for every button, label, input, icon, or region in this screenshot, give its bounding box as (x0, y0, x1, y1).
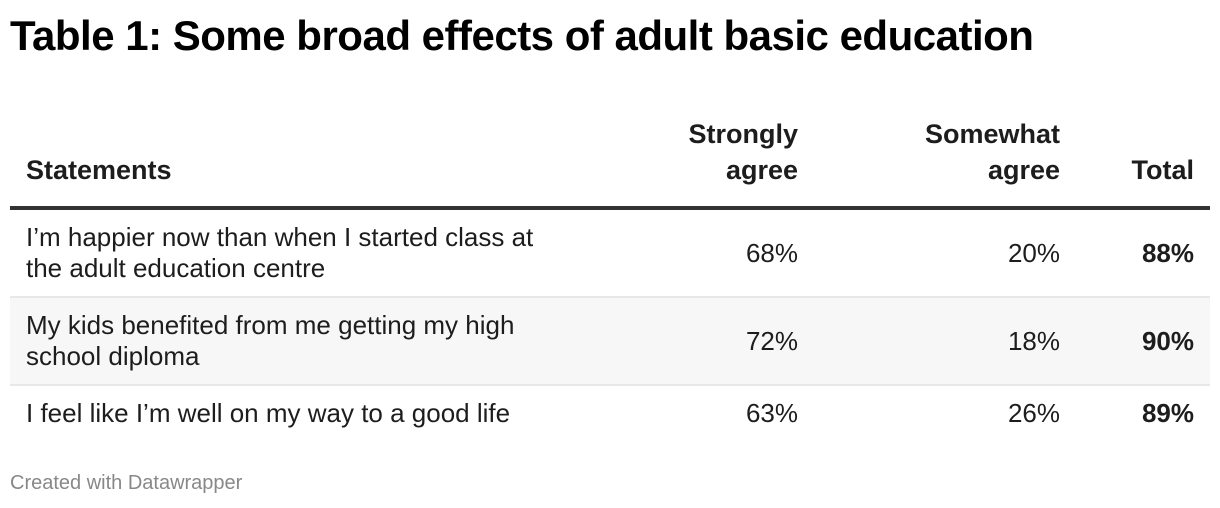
table-row: My kids benefited from me getting my hig… (10, 297, 1210, 385)
data-table: Statements Strongly agree Somewhat agree T… (10, 112, 1210, 441)
header-row: Statements Strongly agree Somewhat agree T… (10, 112, 1210, 210)
somewhat-agree-cell: 18% (1007, 325, 1060, 356)
statement-cell: My kids benefited from me getting my hig… (26, 310, 515, 371)
strongly-agree-cell: 72% (745, 325, 798, 356)
strongly-agree-cell: 68% (745, 237, 798, 268)
table-row: I feel like I’m well on my way to a good… (10, 385, 1210, 441)
header-somewhat-agree[interactable]: Somewhat agree (814, 112, 1076, 210)
total-cell: 90% (1141, 325, 1194, 356)
table-title: Table 1: Some broad effects of adult bas… (10, 12, 1034, 59)
statement-cell: I’m happier now than when I started clas… (26, 222, 534, 283)
somewhat-agree-cell: 26% (1007, 398, 1060, 428)
header-statements[interactable]: Statements (10, 112, 602, 210)
total-cell: 89% (1141, 398, 1194, 428)
header-total[interactable]: Total (1076, 112, 1210, 210)
statement-cell: I feel like I’m well on my way to a good… (26, 398, 511, 428)
table-row: I’m happier now than when I started clas… (10, 208, 1210, 297)
header-strongly-agree[interactable]: Strongly agree (602, 112, 814, 210)
total-cell: 88% (1141, 237, 1194, 268)
strongly-agree-cell: 63% (745, 398, 798, 428)
somewhat-agree-cell: 20% (1007, 237, 1060, 268)
datawrapper-credit-link[interactable]: Created with Datawrapper (10, 472, 243, 494)
